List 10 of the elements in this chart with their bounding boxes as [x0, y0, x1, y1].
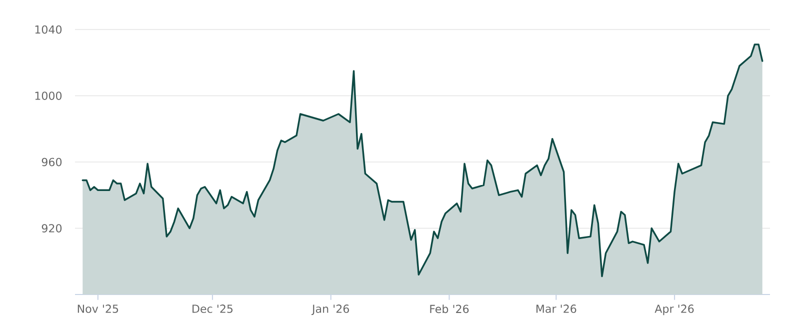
x-tick-label: Jan '26: [311, 304, 349, 315]
x-tick-label: Apr '26: [654, 304, 694, 316]
x-tick-label: Mar '26: [536, 304, 576, 313]
y-tick-label: 920: [42, 224, 62, 232]
x-tick-label: Nov '25: [78, 304, 118, 313]
y-tick-label: 1040: [35, 25, 62, 34]
x-tick-label: Dec '25: [192, 304, 233, 313]
y-tick-label: 1000: [35, 92, 62, 100]
y-tick-label: 960: [42, 158, 62, 166]
x-tick-label: Feb '26: [430, 304, 469, 314]
